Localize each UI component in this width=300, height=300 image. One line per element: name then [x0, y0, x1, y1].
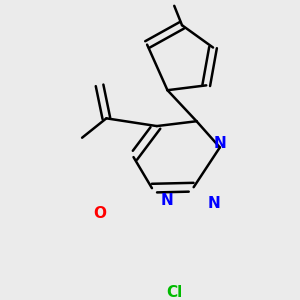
Text: O: O [93, 206, 106, 221]
Text: N: N [208, 196, 220, 211]
Text: N: N [214, 136, 226, 151]
Text: N: N [161, 193, 174, 208]
Text: Cl: Cl [166, 285, 182, 300]
